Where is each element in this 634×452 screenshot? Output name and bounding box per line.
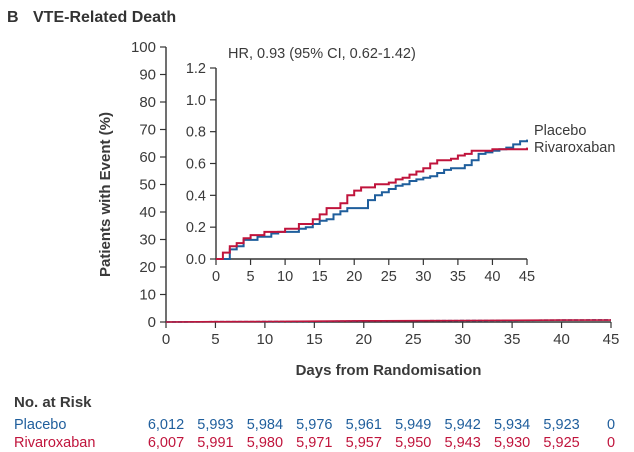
inset-y-tick-label: 0.2 bbox=[186, 220, 206, 236]
main-y-tick-label: 40 bbox=[139, 204, 156, 221]
risk-value-rivaroxaban: 5,980 bbox=[247, 435, 283, 451]
main-x-tick-label: 35 bbox=[504, 331, 521, 348]
main-x-tick-label: 30 bbox=[454, 331, 471, 348]
risk-value-rivaroxaban: 6,007 bbox=[148, 435, 184, 451]
risk-value-placebo: 5,961 bbox=[346, 417, 382, 433]
main-x-tick-label: 40 bbox=[553, 331, 570, 348]
risk-value-rivaroxaban: 5,971 bbox=[296, 435, 332, 451]
risk-row-label-placebo: Placebo bbox=[14, 417, 66, 433]
risk-value-placebo: 0 bbox=[607, 417, 615, 433]
risk-value-rivaroxaban: 5,991 bbox=[197, 435, 233, 451]
inset-y-tick-label: 0.4 bbox=[186, 188, 206, 204]
legend-label-rivaroxaban: Rivaroxaban bbox=[534, 140, 615, 156]
main-y-tick-label: 70 bbox=[139, 122, 156, 139]
inset-axes: 0.0 0.2 0.4 0.6 0.8 1.0 1.2 0 5 10 15 20 25 30 35 40 45 bbox=[186, 61, 535, 285]
main-y-tick-label: 0 bbox=[148, 314, 156, 331]
main-lines bbox=[165, 319, 612, 323]
inset-x-tick-label: 25 bbox=[381, 269, 397, 285]
panel-letter: B bbox=[7, 9, 19, 26]
inset-series-placebo-line bbox=[216, 139, 528, 260]
risk-value-placebo: 5,976 bbox=[296, 417, 332, 433]
main-x-tick-label: 0 bbox=[162, 331, 170, 348]
risk-table-title: No. at Risk bbox=[14, 394, 92, 411]
main-y-tick-label: 20 bbox=[139, 259, 156, 276]
inset-x-tick-label: 20 bbox=[346, 269, 362, 285]
risk-value-placebo: 5,942 bbox=[445, 417, 481, 433]
risk-value-placebo: 5,923 bbox=[543, 417, 579, 433]
main-x-tick-label: 5 bbox=[211, 331, 219, 348]
inset-x-tick-label: 5 bbox=[247, 269, 255, 285]
inset-x-tick-label: 40 bbox=[484, 269, 500, 285]
hazard-ratio-annotation: HR, 0.93 (95% CI, 0.62-1.42) bbox=[228, 46, 416, 62]
risk-value-rivaroxaban: 0 bbox=[607, 435, 615, 451]
inset-x-tick-label: 0 bbox=[212, 269, 220, 285]
panel-title: VTE-Related Death bbox=[33, 9, 176, 26]
x-axis-title: Days from Randomisation bbox=[296, 362, 482, 379]
main-y-tick-label: 50 bbox=[139, 177, 156, 194]
inset-y-tick-label: 1.0 bbox=[186, 93, 206, 109]
main-y-tick-label: 100 bbox=[131, 39, 156, 56]
main-y-tick-label: 10 bbox=[139, 287, 156, 304]
inset-x-tick-label: 45 bbox=[519, 269, 535, 285]
risk-table: No. at Risk Placebo 6,012 5,993 5,984 5,976 5… bbox=[14, 394, 615, 451]
risk-value-placebo: 5,949 bbox=[395, 417, 431, 433]
risk-value-placebo: 5,984 bbox=[247, 417, 283, 433]
main-y-tick-label: 80 bbox=[139, 94, 156, 111]
risk-value-rivaroxaban: 5,925 bbox=[543, 435, 579, 451]
legend-label-placebo: Placebo bbox=[534, 123, 586, 139]
risk-value-rivaroxaban: 5,943 bbox=[445, 435, 481, 451]
risk-value-rivaroxaban: 5,957 bbox=[346, 435, 382, 451]
inset-series-rivaroxaban-line bbox=[216, 147, 528, 260]
risk-row-label-rivaroxaban: Rivaroxaban bbox=[14, 435, 95, 451]
risk-value-placebo: 5,993 bbox=[197, 417, 233, 433]
risk-value-rivaroxaban: 5,950 bbox=[395, 435, 431, 451]
inset-x-tick-label: 15 bbox=[312, 269, 328, 285]
y-axis-title: Patients with Event (%) bbox=[97, 112, 114, 277]
risk-value-placebo: 6,012 bbox=[148, 417, 184, 433]
inset-y-tick-label: 1.2 bbox=[186, 61, 206, 77]
main-x-tick-label: 45 bbox=[603, 331, 620, 348]
inset-y-tick-label: 0.8 bbox=[186, 125, 206, 141]
inset-y-tick-label: 0.6 bbox=[186, 157, 206, 173]
inset-x-tick-label: 10 bbox=[277, 269, 293, 285]
inset-x-tick-label: 35 bbox=[450, 269, 466, 285]
main-series-rivaroxaban-line bbox=[165, 319, 611, 323]
main-x-tick-label: 15 bbox=[306, 331, 323, 348]
main-x-tick-label: 20 bbox=[355, 331, 372, 348]
main-y-tick-label: 60 bbox=[139, 149, 156, 166]
inset-lines bbox=[216, 139, 528, 260]
risk-value-rivaroxaban: 5,930 bbox=[494, 435, 530, 451]
main-y-tick-label: 30 bbox=[139, 232, 156, 249]
main-y-tick-label: 90 bbox=[139, 67, 156, 84]
inset-y-tick-label: 0.0 bbox=[186, 252, 206, 268]
main-x-tick-label: 10 bbox=[257, 331, 274, 348]
main-x-tick-label: 25 bbox=[405, 331, 422, 348]
risk-value-placebo: 5,934 bbox=[494, 417, 530, 433]
inset-x-tick-label: 30 bbox=[415, 269, 431, 285]
